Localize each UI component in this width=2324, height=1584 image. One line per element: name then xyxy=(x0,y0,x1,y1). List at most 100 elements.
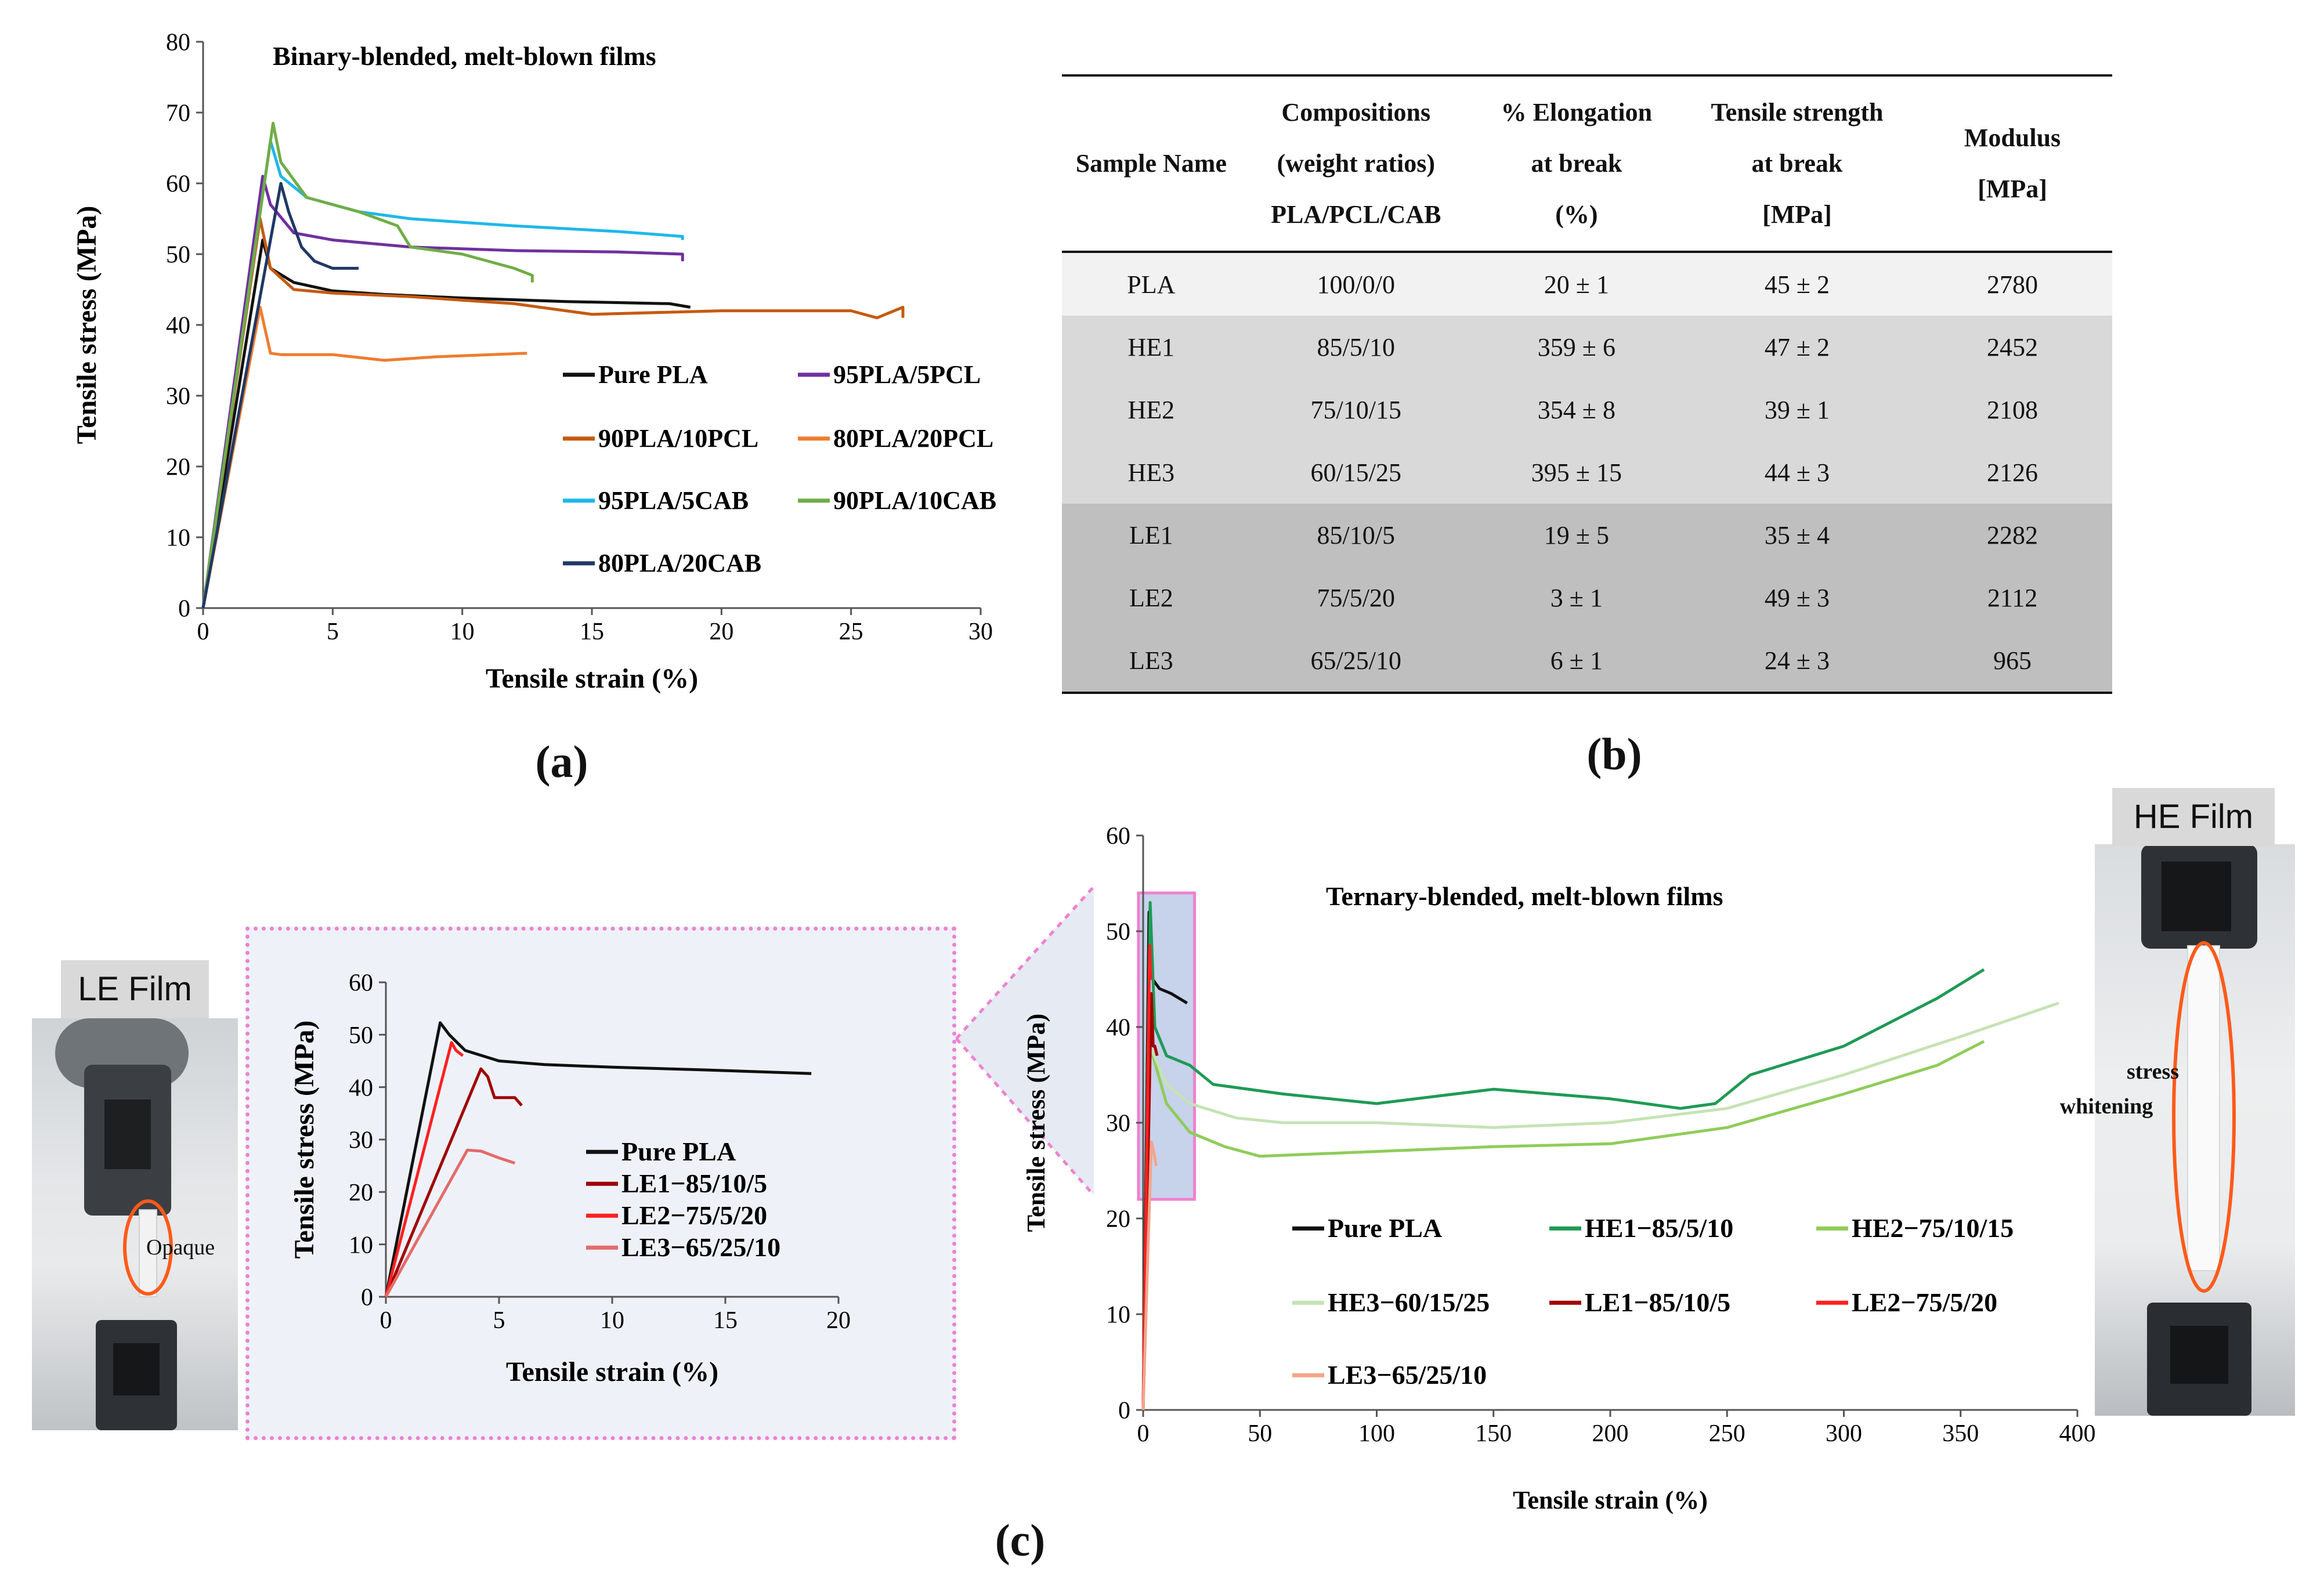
table-row: LE1 85/10/5 19 ± 5 35 ± 4 2282 xyxy=(1062,504,2112,566)
series-line-3 xyxy=(1141,1001,2059,1411)
x-axis-label: Tensile strain (%) xyxy=(486,663,698,694)
header-elongation: % Elongation at break (%) xyxy=(1471,75,1682,252)
y-tick-label: 30 xyxy=(166,384,190,410)
table-cell-elongation: 20 ± 1 xyxy=(1544,270,1609,299)
y-axis-label: Tensile stress (MPa) xyxy=(289,1021,320,1259)
table-cell-name: LE2 xyxy=(1129,583,1173,612)
table-cell-strength: 44 ± 3 xyxy=(1764,458,1830,487)
y-tick-label: 20 xyxy=(166,454,190,481)
x-tick-label: 15 xyxy=(713,1307,738,1334)
table-cell-strength: 24 ± 3 xyxy=(1764,646,1830,675)
chart-c-inset: 0 10 20 30 40 50 60 0 5 10 15 20 Tensile strain (%) T… xyxy=(289,970,851,1387)
x-tick-label: 5 xyxy=(493,1307,505,1334)
table-cell-composition: 75/5/20 xyxy=(1317,583,1395,612)
legend-entry: LE3−65/25/10 xyxy=(621,1232,780,1262)
y-axis-label: Tensile stress (MPa) xyxy=(1022,1014,1050,1232)
y-tick-label: 20 xyxy=(1106,1206,1130,1233)
series-line-3 xyxy=(201,306,527,609)
x-tick-label: 400 xyxy=(2059,1420,2096,1447)
table-cell-strength: 47 ± 2 xyxy=(1764,332,1830,361)
he-film-photo xyxy=(2095,844,2295,1416)
table-cell-name: LE3 xyxy=(1129,646,1173,675)
x-tick-label: 50 xyxy=(1248,1420,1272,1447)
legend-entry: HE3−60/15/25 xyxy=(1328,1288,1490,1317)
y-tick-label: 60 xyxy=(166,171,190,198)
chart-a: 0 10 20 30 40 50 60 70 80 0 5 10 15 20 25 30 Tensile str… xyxy=(71,30,996,694)
table-cell-elongation: 395 ± 15 xyxy=(1531,458,1622,487)
legend-entry: LE3−65/25/10 xyxy=(1328,1360,1487,1390)
panel-label-b: (b) xyxy=(1586,729,1642,779)
table-cell-composition: 85/5/10 xyxy=(1317,332,1395,361)
legend-entry: Pure PLA xyxy=(1328,1213,1442,1243)
table-cell-composition: 100/0/0 xyxy=(1317,270,1395,299)
y-tick-label: 40 xyxy=(166,313,190,339)
le-film-photo xyxy=(32,1018,238,1430)
table-cell-elongation: 6 ± 1 xyxy=(1550,646,1603,675)
table-cell-modulus: 2112 xyxy=(1987,583,2038,612)
series-line-6 xyxy=(1141,1140,1158,1411)
series-line-6 xyxy=(201,182,359,609)
x-tick-label: 0 xyxy=(1137,1420,1150,1447)
header-modulus: Modulus [MPa] xyxy=(1913,75,2112,252)
table-cell-elongation: 3 ± 1 xyxy=(1550,583,1603,612)
series-line-5 xyxy=(201,121,534,609)
header-compositions: Compositions (weight ratios) PLA/PCL/CAB xyxy=(1240,75,1472,252)
x-tick-label: 0 xyxy=(197,619,209,645)
table-cell-name: PLA xyxy=(1127,270,1176,299)
table-cell-composition: 85/10/5 xyxy=(1317,520,1395,549)
y-tick-label: 70 xyxy=(166,100,190,127)
chart-title: Binary-blended, melt-blown films xyxy=(273,41,656,71)
table-cell-elongation: 354 ± 8 xyxy=(1537,395,1615,424)
x-axis-label: Tensile strain (%) xyxy=(1513,1486,1708,1514)
he-stress-annotation: stress xyxy=(2126,1059,2180,1084)
table-cell-strength: 45 ± 2 xyxy=(1764,270,1830,299)
y-tick-label: 0 xyxy=(178,596,190,623)
y-tick-label: 10 xyxy=(1106,1302,1130,1329)
legend-entry: LE1−85/10/5 xyxy=(621,1169,767,1198)
y-tick-label: 40 xyxy=(1106,1015,1130,1041)
panel-label-a: (a) xyxy=(535,736,588,787)
table-cell-modulus: 2452 xyxy=(1987,332,2039,361)
y-tick-label: 20 xyxy=(349,1180,373,1206)
series-line-4 xyxy=(1141,992,1159,1411)
series-line-1 xyxy=(1141,901,1985,1411)
series-line-5 xyxy=(1141,944,1153,1411)
x-tick-label: 25 xyxy=(839,619,863,645)
table-row: LE3 65/25/10 6 ± 1 24 ± 3 965 xyxy=(1062,629,2112,693)
y-tick-label: 60 xyxy=(1106,823,1130,850)
table-row: HE3 60/15/25 395 ± 15 44 ± 3 2126 xyxy=(1062,441,2112,504)
table-row: PLA 100/0/0 20 ± 1 45 ± 2 2780 xyxy=(1062,252,2112,316)
series-line-2 xyxy=(384,1041,464,1297)
y-tick-label: 10 xyxy=(166,525,190,552)
y-axis-label: Tensile stress (MPa) xyxy=(71,206,102,444)
legend-entry: 80PLA/20PCL xyxy=(833,424,993,453)
table-cell-name: HE3 xyxy=(1127,458,1175,487)
legend-entry: 80PLA/20CAB xyxy=(598,549,761,577)
table-cell-modulus: 2780 xyxy=(1987,270,2039,299)
legend-entry: HE2−75/10/15 xyxy=(1852,1213,2014,1243)
he-whitening-annotation: whitening xyxy=(2059,1094,2153,1119)
table-row: HE1 85/5/10 359 ± 6 47 ± 2 2452 xyxy=(1062,316,2112,378)
x-tick-label: 5 xyxy=(327,619,339,645)
series-line-0 xyxy=(384,1021,812,1297)
series-line-3 xyxy=(384,1148,516,1298)
y-tick-label: 50 xyxy=(166,242,190,269)
table-cell-composition: 60/15/25 xyxy=(1310,458,1401,487)
y-tick-label: 50 xyxy=(1106,919,1130,946)
y-tick-label: 40 xyxy=(349,1075,373,1101)
x-tick-label: 20 xyxy=(826,1307,851,1334)
table-cell-strength: 49 ± 3 xyxy=(1764,583,1830,612)
x-tick-label: 300 xyxy=(1826,1420,1862,1447)
table-header-row: Sample Name Compositions (weight ratios) P… xyxy=(1062,75,2112,252)
y-tick-label: 30 xyxy=(1106,1111,1130,1137)
table-body: PLA 100/0/0 20 ± 1 45 ± 2 2780 HE1 85/5/10 359 … xyxy=(1062,252,2112,693)
le-film-label: LE Film xyxy=(61,960,209,1018)
le-film-photo-drawing xyxy=(55,1018,189,1430)
table-cell-elongation: 19 ± 5 xyxy=(1544,520,1609,549)
table-row: HE2 75/10/15 354 ± 8 39 ± 1 2108 xyxy=(1062,378,2112,441)
series-line-2 xyxy=(1141,1040,1985,1411)
x-axis-label: Tensile strain (%) xyxy=(506,1357,718,1387)
x-tick-label: 20 xyxy=(709,619,733,645)
table-cell-strength: 35 ± 4 xyxy=(1764,520,1830,549)
y-tick-label: 80 xyxy=(166,30,190,56)
